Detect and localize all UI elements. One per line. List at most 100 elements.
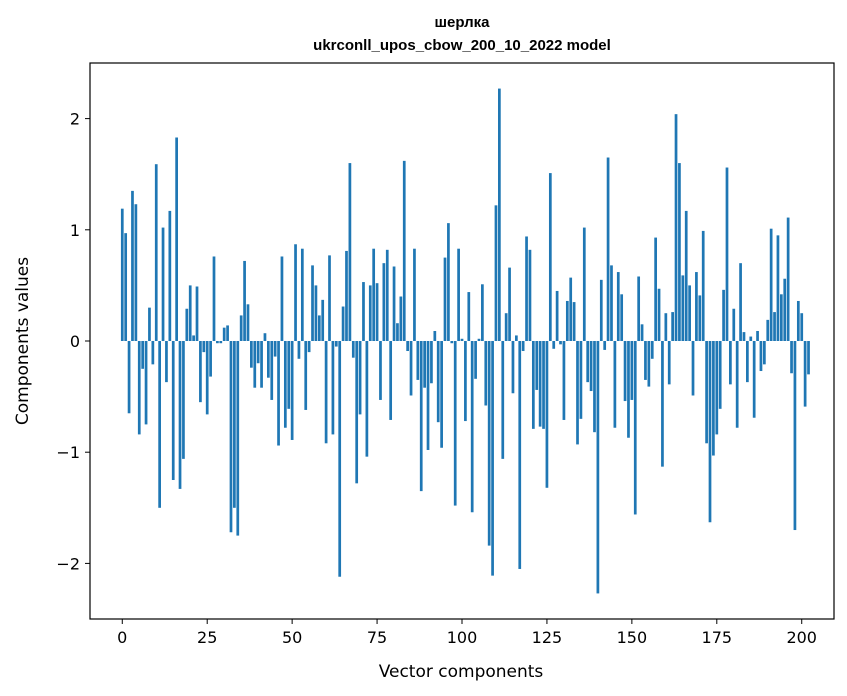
x-axis-label: Vector components — [379, 662, 544, 682]
bar-95 — [443, 257, 447, 341]
bar-144 — [610, 265, 613, 341]
bar-118 — [521, 341, 525, 352]
bar-200 — [800, 313, 804, 341]
chart-title-line-1: шерлка — [434, 14, 490, 31]
bar-21 — [192, 335, 195, 341]
bar-121 — [531, 341, 535, 429]
bar-35 — [239, 315, 243, 341]
bar-85 — [409, 341, 413, 396]
bar-163 — [674, 114, 678, 342]
bar-140 — [596, 341, 600, 594]
bar-135 — [579, 341, 583, 419]
x-tick-label: 200 — [786, 628, 817, 647]
x-tick-label: 75 — [367, 628, 387, 647]
bar-89 — [423, 341, 426, 388]
bar-141 — [599, 279, 603, 341]
bar-32 — [229, 341, 233, 533]
bar-24 — [202, 341, 206, 353]
bar-187 — [756, 330, 759, 341]
bar-3 — [131, 190, 134, 341]
bar-45 — [273, 341, 277, 357]
bar-124 — [542, 341, 545, 429]
bar-122 — [535, 341, 539, 390]
bar-63 — [334, 341, 338, 347]
bar-173 — [708, 341, 712, 523]
bar-2 — [127, 341, 131, 414]
bar-16 — [175, 137, 178, 341]
bar-51 — [294, 244, 297, 341]
bar-145 — [613, 341, 617, 428]
bar-136 — [582, 227, 586, 341]
bar-49 — [287, 341, 291, 409]
bar-184 — [746, 341, 749, 383]
bar-80 — [392, 266, 396, 341]
bar-33 — [233, 341, 236, 508]
bar-164 — [678, 163, 681, 341]
bar-9 — [151, 341, 155, 365]
bar-30 — [222, 327, 226, 341]
bar-46 — [277, 341, 280, 446]
bar-98 — [453, 341, 457, 506]
bar-19 — [185, 308, 189, 341]
bar-128 — [555, 290, 559, 341]
bar-37 — [246, 304, 250, 341]
bar-79 — [389, 341, 393, 420]
bar-71 — [362, 282, 365, 341]
bar-174 — [712, 341, 715, 456]
bar-0 — [120, 208, 124, 341]
chart-title-line-2: ukrconll_upos_cbow_200_10_2022 model — [313, 37, 611, 54]
bar-70 — [358, 341, 362, 415]
bar-123 — [538, 341, 542, 427]
bar-56 — [311, 265, 314, 341]
bar-175 — [715, 341, 719, 435]
bar-132 — [569, 277, 573, 341]
bar-148 — [623, 341, 627, 402]
bar-155 — [647, 341, 651, 387]
bar-64 — [338, 341, 342, 577]
y-tick-label: −2 — [56, 554, 80, 573]
bar-42 — [263, 333, 267, 341]
bar-103 — [470, 341, 474, 513]
bar-28 — [216, 341, 219, 344]
bar-93 — [436, 341, 440, 423]
bar-162 — [671, 312, 674, 341]
bar-194 — [779, 294, 783, 341]
bar-76 — [379, 341, 382, 400]
bar-13 — [165, 341, 168, 383]
bar-125 — [545, 341, 549, 488]
bar-91 — [430, 341, 433, 384]
bar-54 — [304, 341, 308, 410]
bar-185 — [749, 336, 753, 341]
bar-119 — [525, 236, 528, 341]
bar-48 — [283, 341, 287, 428]
bar-22 — [195, 286, 199, 341]
bar-100 — [460, 338, 464, 341]
bar-105 — [477, 338, 481, 341]
bar-17 — [178, 341, 182, 489]
bar-18 — [182, 341, 185, 459]
bar-20 — [188, 285, 192, 341]
bar-69 — [355, 341, 359, 484]
bar-88 — [419, 341, 423, 492]
bar-134 — [576, 341, 579, 445]
bar-108 — [487, 341, 491, 546]
bar-7 — [144, 341, 148, 425]
bar-179 — [729, 341, 732, 385]
bar-43 — [267, 341, 270, 378]
bar-109 — [491, 341, 494, 576]
bar-143 — [606, 157, 610, 341]
bar-67 — [348, 163, 352, 341]
bar-138 — [589, 341, 593, 392]
bar-201 — [803, 341, 807, 407]
bar-160 — [664, 313, 668, 341]
bar-101 — [464, 341, 467, 422]
bar-126 — [548, 173, 552, 341]
bar-113 — [504, 313, 508, 341]
bar-169 — [695, 272, 698, 341]
bar-53 — [300, 248, 304, 341]
bar-34 — [236, 341, 240, 536]
bar-188 — [759, 341, 763, 372]
plot-frame — [89, 62, 835, 620]
bar-196 — [786, 217, 790, 341]
bar-151 — [633, 341, 637, 515]
